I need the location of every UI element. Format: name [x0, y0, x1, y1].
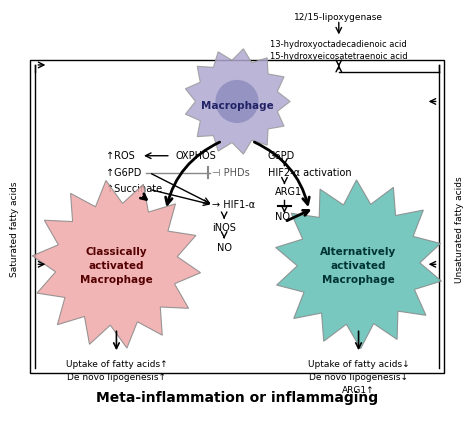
Text: ↑G6PD: ↑G6PD: [106, 168, 141, 178]
Text: ARG1: ARG1: [274, 187, 301, 197]
Polygon shape: [276, 180, 441, 349]
Text: → HIF1-α: → HIF1-α: [212, 200, 255, 210]
Text: Macrophage: Macrophage: [80, 275, 153, 285]
Text: Uptake of fatty acids↑: Uptake of fatty acids↑: [65, 360, 167, 369]
Text: Alternatively: Alternatively: [320, 248, 397, 257]
Text: 15-hydroxyeicosatetraenoic acid: 15-hydroxyeicosatetraenoic acid: [270, 52, 408, 61]
Polygon shape: [185, 49, 290, 154]
Text: Meta-inflammation or inflammaging: Meta-inflammation or inflammaging: [96, 392, 378, 405]
Text: NO: NO: [217, 242, 232, 253]
Text: Macrophage: Macrophage: [322, 275, 395, 285]
Text: activated: activated: [89, 261, 144, 271]
Text: ↑Succinate: ↑Succinate: [106, 184, 162, 194]
Text: ⊣ PHDs: ⊣ PHDs: [212, 168, 250, 178]
Text: NO: NO: [274, 212, 290, 222]
Text: 13-hydroxyoctadecadienoic acid: 13-hydroxyoctadecadienoic acid: [271, 40, 407, 49]
Text: OXPHOS: OXPHOS: [176, 151, 217, 161]
Text: Classically: Classically: [86, 248, 147, 257]
Text: HIF2-α activation: HIF2-α activation: [268, 168, 351, 178]
Text: activated: activated: [331, 261, 386, 271]
Polygon shape: [32, 181, 201, 348]
Text: Saturated fatty acids: Saturated fatty acids: [10, 182, 19, 277]
Circle shape: [215, 80, 259, 123]
Text: 12/15-lipoxygenase: 12/15-lipoxygenase: [294, 13, 383, 21]
Text: Uptake of fatty acids↓: Uptake of fatty acids↓: [308, 360, 410, 369]
Bar: [30, 60, 444, 373]
Text: iNOS: iNOS: [212, 223, 236, 233]
Text: Unsaturated fatty acids: Unsaturated fatty acids: [455, 176, 464, 283]
Text: ↑ROS: ↑ROS: [106, 151, 134, 161]
Text: ARG1↑: ARG1↑: [342, 386, 375, 394]
Text: De novo lipogenesis↓: De novo lipogenesis↓: [309, 373, 408, 382]
Text: G6PD: G6PD: [268, 151, 295, 161]
Text: De novo lipogenesis↑: De novo lipogenesis↑: [67, 373, 166, 382]
Text: Macrophage: Macrophage: [201, 101, 273, 112]
